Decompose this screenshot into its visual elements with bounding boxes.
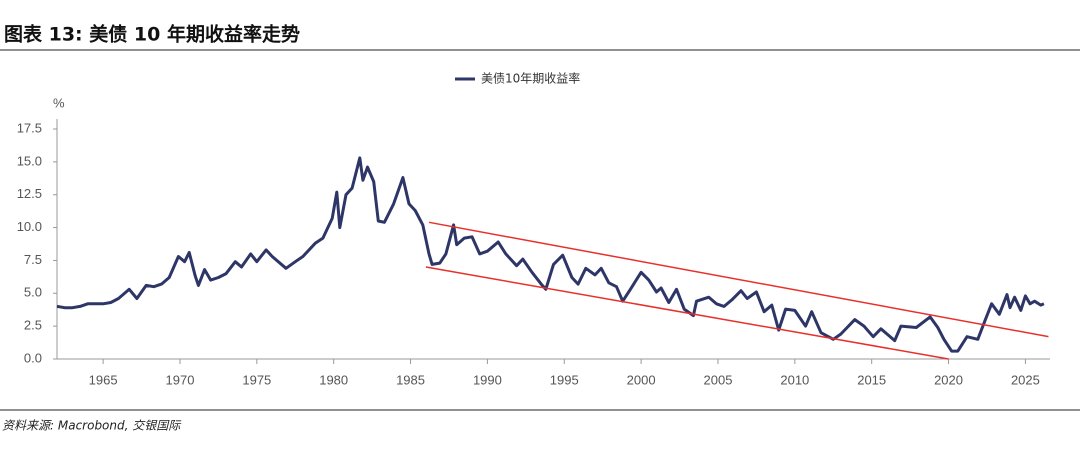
x-tick-label: 2020 [934, 372, 963, 387]
y-tick-label: 15.0 [17, 153, 42, 168]
y-tick-label: 10.0 [17, 219, 42, 234]
y-tick-label: 5.0 [24, 285, 42, 300]
chart-title: 图表 13: 美债 10 年期收益率走势 [4, 23, 300, 46]
y-tick-label: 12.5 [17, 186, 42, 201]
y-tick-label: 7.5 [24, 252, 42, 267]
y-tick-label: 17.5 [17, 120, 42, 135]
x-tick-label: 2015 [857, 372, 886, 387]
y-unit: % [53, 95, 65, 110]
channel-line [428, 221, 1049, 338]
channel-line [425, 266, 949, 360]
x-tick-label: 2025 [1011, 372, 1040, 387]
legend-label: 美债10年期收益率 [481, 71, 580, 86]
x-tick-label: 1970 [166, 372, 195, 387]
y-tick-label: 2.5 [24, 318, 42, 333]
x-tick-label: 1985 [396, 372, 425, 387]
x-tick-label: 1995 [550, 372, 579, 387]
y-tick-label: 0.0 [24, 350, 42, 365]
source-note: 资料来源: Macrobond, 交银国际 [2, 419, 182, 433]
x-tick-label: 2000 [627, 372, 656, 387]
x-tick-label: 1965 [89, 372, 118, 387]
series-line [56, 156, 1045, 353]
x-tick-label: 1980 [319, 372, 348, 387]
x-tick-label: 2005 [704, 372, 733, 387]
x-tick-label: 1990 [473, 372, 502, 387]
x-tick-label: 2010 [780, 372, 809, 387]
x-tick-label: 1975 [242, 372, 271, 387]
